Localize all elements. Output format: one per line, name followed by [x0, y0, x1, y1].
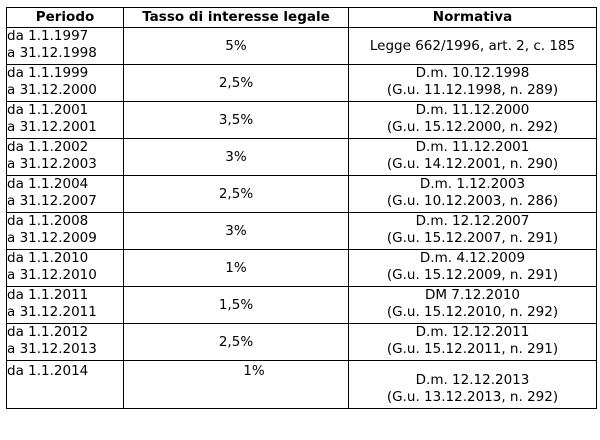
- norm-cell: D.m. 12.12.2013 (G.u. 13.12.2013, n. 292): [348, 360, 597, 409]
- rate-cell: 3%: [123, 138, 349, 176]
- rate-cell: 2,5%: [123, 323, 349, 361]
- table-body: da 1.1.1997 a 31.12.1998 5% Legge 662/1996,…: [6, 27, 597, 409]
- period-cell: da 1.1.2004 a 31.12.2007: [6, 175, 124, 213]
- norm-decree: D.m. 4.12.2009: [419, 250, 526, 266]
- period-to: a 31.12.2010: [7, 267, 97, 283]
- norm-gazette: (G.u. 15.12.2007, n. 291): [386, 230, 559, 246]
- table-row: da 1.1.2010 a 31.12.2010 1% D.m. 4.12.2009(…: [6, 249, 597, 287]
- period-to: a 31.12.2007: [7, 193, 97, 209]
- norm-cell: D.m. 11.12.2001 (G.u. 14.12.2001, n. 290): [348, 138, 597, 176]
- norm-cell: DM 7.12.2010 (G.u. 15.12.2010, n. 292): [348, 286, 597, 324]
- rate-cell: 1,5%: [123, 286, 349, 324]
- period-from: da 1.1.2011: [7, 287, 89, 303]
- norm-gazette: (G.u. 11.12.1998, n. 289): [386, 82, 559, 98]
- norm-decree: D.m. 12.12.2007: [415, 213, 530, 229]
- period-from: da 1.1.1997: [7, 28, 89, 44]
- norm-decree: D.m. 12.12.2011: [415, 324, 530, 340]
- table-row: da 1.1.2004 a 31.12.2007 2,5% D.m. 1.12.200…: [6, 175, 597, 213]
- header-norm: Normativa: [348, 7, 597, 28]
- norm-cell: Legge 662/1996, art. 2, c. 185: [348, 27, 597, 65]
- period-cell: da 1.1.2001 a 31.12.2001: [6, 101, 124, 139]
- period-to: a 31.12.2011: [7, 304, 97, 320]
- table-header-row: Periodo Tasso di interesse legale Normat…: [6, 7, 597, 28]
- period-from: da 1.1.2002: [7, 139, 89, 155]
- legal-interest-rate-table: Periodo Tasso di interesse legale Normat…: [6, 7, 597, 409]
- norm-gazette: (G.u. 10.12.2003, n. 286): [386, 193, 559, 209]
- table-row: da 1.1.2011 a 31.12.2011 1,5% DM 7.12.2010(…: [6, 286, 597, 324]
- norm-decree: D.m. 10.12.1998: [415, 65, 530, 81]
- header-rate: Tasso di interesse legale: [123, 7, 349, 28]
- period-to: a 31.12.1998: [7, 45, 97, 61]
- header-period: Periodo: [6, 7, 124, 28]
- period-cell: da 1.1.2011 a 31.12.2011: [6, 286, 124, 324]
- rate-cell: 3%: [123, 212, 349, 250]
- period-cell: da 1.1.2014: [6, 360, 124, 409]
- period-to: a 31.12.2009: [7, 230, 97, 246]
- table-row: da 1.1.1997 a 31.12.1998 5% Legge 662/1996,…: [6, 27, 597, 65]
- period-from: da 1.1.2001: [7, 102, 89, 118]
- norm-decree: Legge 662/1996, art. 2, c. 185: [369, 37, 576, 54]
- norm-cell: D.m. 12.12.2011 (G.u. 15.12.2011, n. 291): [348, 323, 597, 361]
- period-cell: da 1.1.1999 a 31.12.2000: [6, 64, 124, 102]
- period-from: da 1.1.2012: [7, 324, 89, 340]
- norm-decree: D.m. 11.12.2000: [415, 102, 530, 118]
- table-row: da 1.1.2002 a 31.12.2003 3% D.m. 11.12.2001…: [6, 138, 597, 176]
- period-from: da 1.1.2008: [7, 213, 89, 229]
- rate-cell: 5%: [123, 27, 349, 65]
- table-row: da 1.1.1999 a 31.12.2000 2,5% D.m. 10.12.19…: [6, 64, 597, 102]
- period-to: a 31.12.2000: [7, 82, 97, 98]
- period-cell: da 1.1.2012 a 31.12.2013: [6, 323, 124, 361]
- period-to: a 31.12.2001: [7, 119, 97, 135]
- rate-cell: 2,5%: [123, 175, 349, 213]
- table-row: da 1.1.2001 a 31.12.2001 3,5% D.m. 11.12.20…: [6, 101, 597, 139]
- table-row: da 1.1.2014 1% D.m. 12.12.2013 (G.u. 13.12.…: [6, 360, 597, 409]
- norm-decree: D.m. 1.12.2003: [419, 176, 526, 192]
- table-row: da 1.1.2012 a 31.12.2013 2,5% D.m. 12.12.20…: [6, 323, 597, 361]
- rate-cell: 1%: [123, 249, 349, 287]
- period-from: da 1.1.2014: [7, 363, 89, 379]
- norm-gazette: (G.u. 15.12.2011, n. 291): [386, 341, 559, 357]
- rate-cell: 3,5%: [123, 101, 349, 139]
- norm-decree: DM 7.12.2010: [424, 287, 521, 303]
- table-row: da 1.1.2008 a 31.12.2009 3% D.m. 12.12.2007…: [6, 212, 597, 250]
- period-to: a 31.12.2013: [7, 341, 97, 357]
- norm-gazette: (G.u. 15.12.2010, n. 292): [386, 304, 559, 320]
- norm-cell: D.m. 4.12.2009 (G.u. 15.12.2009, n. 291): [348, 249, 597, 287]
- period-to: a 31.12.2003: [7, 156, 97, 172]
- period-cell: da 1.1.2002 a 31.12.2003: [6, 138, 124, 176]
- norm-cell: D.m. 11.12.2000 (G.u. 15.12.2000, n. 292): [348, 101, 597, 139]
- period-cell: da 1.1.2008 a 31.12.2009: [6, 212, 124, 250]
- norm-gazette: (G.u. 15.12.2009, n. 291): [386, 267, 559, 283]
- period-from: da 1.1.2010: [7, 250, 89, 266]
- norm-cell: D.m. 10.12.1998 (G.u. 11.12.1998, n. 289): [348, 64, 597, 102]
- norm-gazette: (G.u. 14.12.2001, n. 290): [386, 156, 559, 172]
- norm-cell: D.m. 1.12.2003 (G.u. 10.12.2003, n. 286): [348, 175, 597, 213]
- period-from: da 1.1.2004: [7, 176, 89, 192]
- period-cell: da 1.1.2010 a 31.12.2010: [6, 249, 124, 287]
- norm-gazette: (G.u. 15.12.2000, n. 292): [386, 119, 559, 135]
- period-cell: da 1.1.1997 a 31.12.1998: [6, 27, 124, 65]
- norm-decree: D.m. 12.12.2013: [415, 372, 530, 388]
- norm-cell: D.m. 12.12.2007 (G.u. 15.12.2007, n. 291): [348, 212, 597, 250]
- norm-gazette: (G.u. 13.12.2013, n. 292): [386, 389, 559, 405]
- rate-cell: 1%: [123, 360, 349, 409]
- norm-decree: D.m. 11.12.2001: [415, 139, 530, 155]
- rate-cell: 2,5%: [123, 64, 349, 102]
- period-from: da 1.1.1999: [7, 65, 89, 81]
